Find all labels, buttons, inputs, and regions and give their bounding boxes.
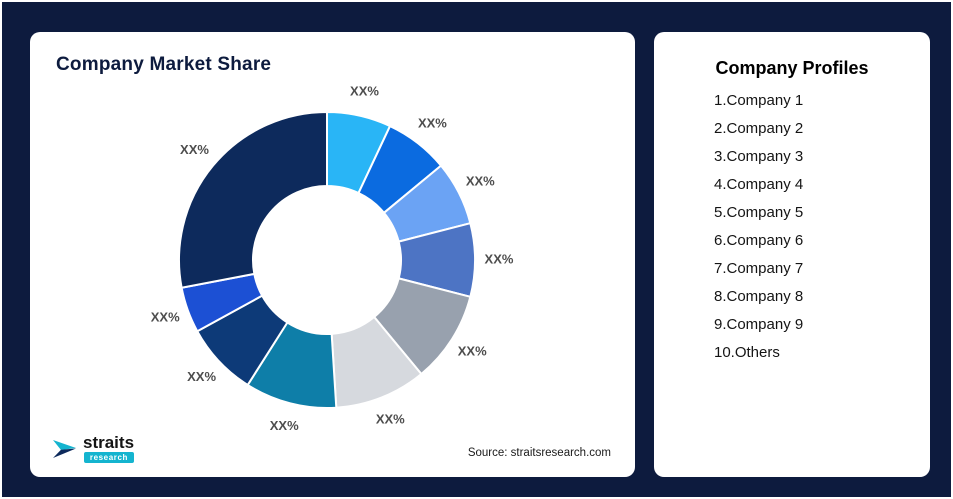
segment-label: XX% bbox=[151, 310, 180, 325]
list-item: 7.Company 7 bbox=[714, 260, 804, 277]
market-share-card: XX% XX% XX% XX% XX% XX% XX% XX% XX% XX% Company M… bbox=[30, 32, 635, 477]
segment-label: XX% bbox=[458, 344, 487, 359]
segment-label: XX% bbox=[485, 251, 514, 266]
segment-label: XX% bbox=[350, 84, 379, 99]
list-item: 1.Company 1 bbox=[714, 92, 804, 109]
profiles-title: Company Profiles bbox=[715, 58, 869, 78]
segment-label: XX% bbox=[418, 116, 447, 131]
logo-arrow-icon bbox=[53, 440, 76, 458]
list-item: 9.Company 9 bbox=[714, 316, 804, 333]
company-profiles-card: Company Profiles 1.Company 1 2.Company 2 3… bbox=[654, 32, 930, 477]
segment-label: XX% bbox=[180, 142, 209, 157]
logo-text: straits research bbox=[83, 433, 135, 463]
list-item: 6.Company 6 bbox=[714, 232, 804, 249]
list-item: 10.Others bbox=[714, 344, 780, 361]
list-item: 3.Company 3 bbox=[714, 148, 804, 165]
segment-label: XX% bbox=[270, 418, 299, 433]
brand-text: straits bbox=[83, 433, 135, 452]
source-text: Source: straitsresearch.com bbox=[467, 447, 611, 459]
segment-label: XX% bbox=[466, 173, 495, 188]
list-item: 4.Company 4 bbox=[714, 176, 804, 193]
list-item: 8.Company 8 bbox=[714, 288, 804, 305]
straits-logo: straits research bbox=[52, 433, 135, 463]
list-item: 5.Company 5 bbox=[714, 204, 804, 221]
donut-segment bbox=[178, 111, 328, 289]
company-profiles-list: 1.Company 1 2.Company 2 3.Company 3 4.Compa… bbox=[714, 87, 930, 367]
sub-brand-text: research bbox=[83, 452, 135, 463]
donut-chart: XX% XX% XX% XX% XX% XX% XX% XX% XX% XX% bbox=[151, 84, 514, 434]
chart-title: Company Market Share bbox=[56, 54, 272, 75]
segment-label: XX% bbox=[376, 411, 405, 426]
segment-label: XX% bbox=[187, 369, 216, 384]
list-item: 2.Company 2 bbox=[714, 120, 804, 137]
